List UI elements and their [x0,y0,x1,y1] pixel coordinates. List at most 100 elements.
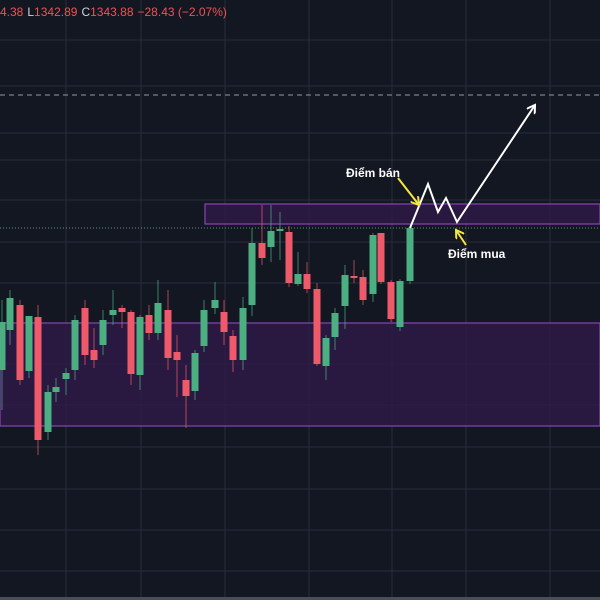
candle-body [34,317,42,440]
candle [127,310,135,385]
candle [377,233,385,284]
candle [396,279,404,331]
candle [164,290,172,370]
candle-body [322,338,330,366]
candle [303,262,311,293]
candle [331,308,339,350]
bottom-axis-border [0,597,600,600]
candle-body [118,308,126,312]
sell-point-arrow-icon [397,177,419,205]
resistance-zone [204,203,600,225]
candle [220,300,228,345]
candle [350,260,358,283]
buy-point-arrow-icon [456,230,467,246]
candle-body [173,352,181,360]
candle-body [220,312,228,332]
candle [52,378,60,402]
candle-body [0,322,6,370]
candle [294,252,302,286]
candle [16,300,24,385]
candle-body [182,380,190,396]
candle-body [71,320,79,370]
candle [154,280,162,340]
low-value: 1342.89 [34,5,78,19]
candle [99,310,107,355]
price-zones [0,203,600,427]
candle [229,330,237,372]
candle [6,290,14,345]
candle-body [239,308,247,360]
candle [322,335,330,380]
low-label: L [27,5,35,19]
candle [313,283,321,366]
candle-body [90,350,98,360]
candle [182,365,190,428]
candle [173,335,181,397]
candle-body [62,373,70,379]
buy-point-label: Điểm mua [448,247,506,261]
candles [0,205,414,455]
candle-body [396,281,404,327]
candle-body [267,231,275,247]
candle-body [350,276,358,278]
candle-body [276,229,284,231]
candle-body [136,317,144,375]
candle [34,305,42,455]
candle [25,316,33,378]
candle-body [359,277,367,300]
candle [0,300,6,410]
candle-body [81,308,89,355]
change-value: −28.43 (−2.07%) [137,5,227,19]
candle-body [154,303,162,333]
sell-point-label: Điểm bán [346,166,401,180]
candle-body [341,275,349,306]
candle [211,282,219,314]
projection-overlay [397,105,535,246]
candle-body [200,310,208,346]
candle-body [127,312,135,374]
candle-body [145,315,153,333]
support-zone [0,322,600,427]
candle-body [369,235,377,294]
candle [406,228,414,284]
candle-body [303,274,311,289]
candle [90,328,98,368]
candle [248,228,256,316]
candle-body [211,300,219,308]
candle [81,300,89,365]
candle [44,385,52,440]
candle [191,350,199,400]
candle [341,265,349,329]
candle [62,368,70,395]
candle [145,305,153,340]
candle-body [16,305,24,380]
candle [71,315,79,380]
candle [239,297,247,370]
close-label: C [81,5,91,19]
candle [267,205,275,262]
candle-body [377,233,385,282]
ohlc-legend: 4.38 L1342.89 C1343.88 −28.43 (−2.07%) [0,5,231,19]
candle [276,212,284,260]
candle-body [44,392,52,432]
candle-body [406,228,414,281]
candle-body [387,282,395,319]
candle-body [285,232,293,283]
candle-body [99,320,107,345]
candle [258,205,266,265]
candle [118,305,126,328]
close-value: 1343.88 [90,5,134,19]
candle-body [229,336,237,360]
candle-body [25,316,33,371]
reference-lines [0,94,600,229]
candle-body [294,274,302,284]
candle-body [191,353,199,391]
candle [200,300,208,352]
candle [109,290,117,325]
candle-body [52,387,60,392]
candle [136,315,144,390]
candle [359,270,367,305]
open-value-partial: 4.38 [0,5,24,19]
